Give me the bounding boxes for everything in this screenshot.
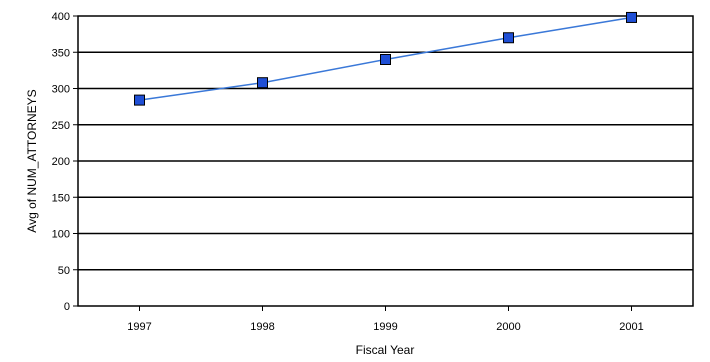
data-point	[503, 32, 514, 44]
data-point	[134, 94, 145, 106]
x-axis-ticks: 1997 1998 1999 2000 2001	[127, 306, 644, 333]
x-tick-label: 1998	[250, 321, 274, 333]
y-tick-label: 300	[52, 84, 70, 96]
y-tick-label: 200	[52, 156, 70, 168]
x-tick-label: 2001	[619, 321, 643, 333]
y-tick-label: 350	[52, 47, 70, 59]
y-tick-label: 150	[52, 192, 70, 204]
data-point	[257, 77, 268, 89]
y-tick-label: 250	[52, 120, 70, 132]
y-axis-title: Avg of NUM_ATTORNEYS	[25, 89, 39, 232]
x-axis-title: Fiscal Year	[356, 343, 415, 357]
x-tick-label: 2000	[496, 321, 520, 333]
y-tick-label: 50	[58, 265, 70, 277]
x-tick-label: 1999	[373, 321, 397, 333]
y-tick-label: 400	[52, 11, 70, 23]
data-point	[380, 54, 391, 65]
y-tick-label: 100	[52, 229, 70, 241]
data-point	[626, 11, 637, 23]
y-axis-ticks: 0 50 100 150 200 250 300 350 400	[52, 11, 78, 313]
series-group	[134, 11, 637, 106]
gridlines	[78, 51, 693, 271]
x-tick-label: 1997	[127, 321, 151, 333]
y-tick-label: 0	[64, 301, 70, 313]
